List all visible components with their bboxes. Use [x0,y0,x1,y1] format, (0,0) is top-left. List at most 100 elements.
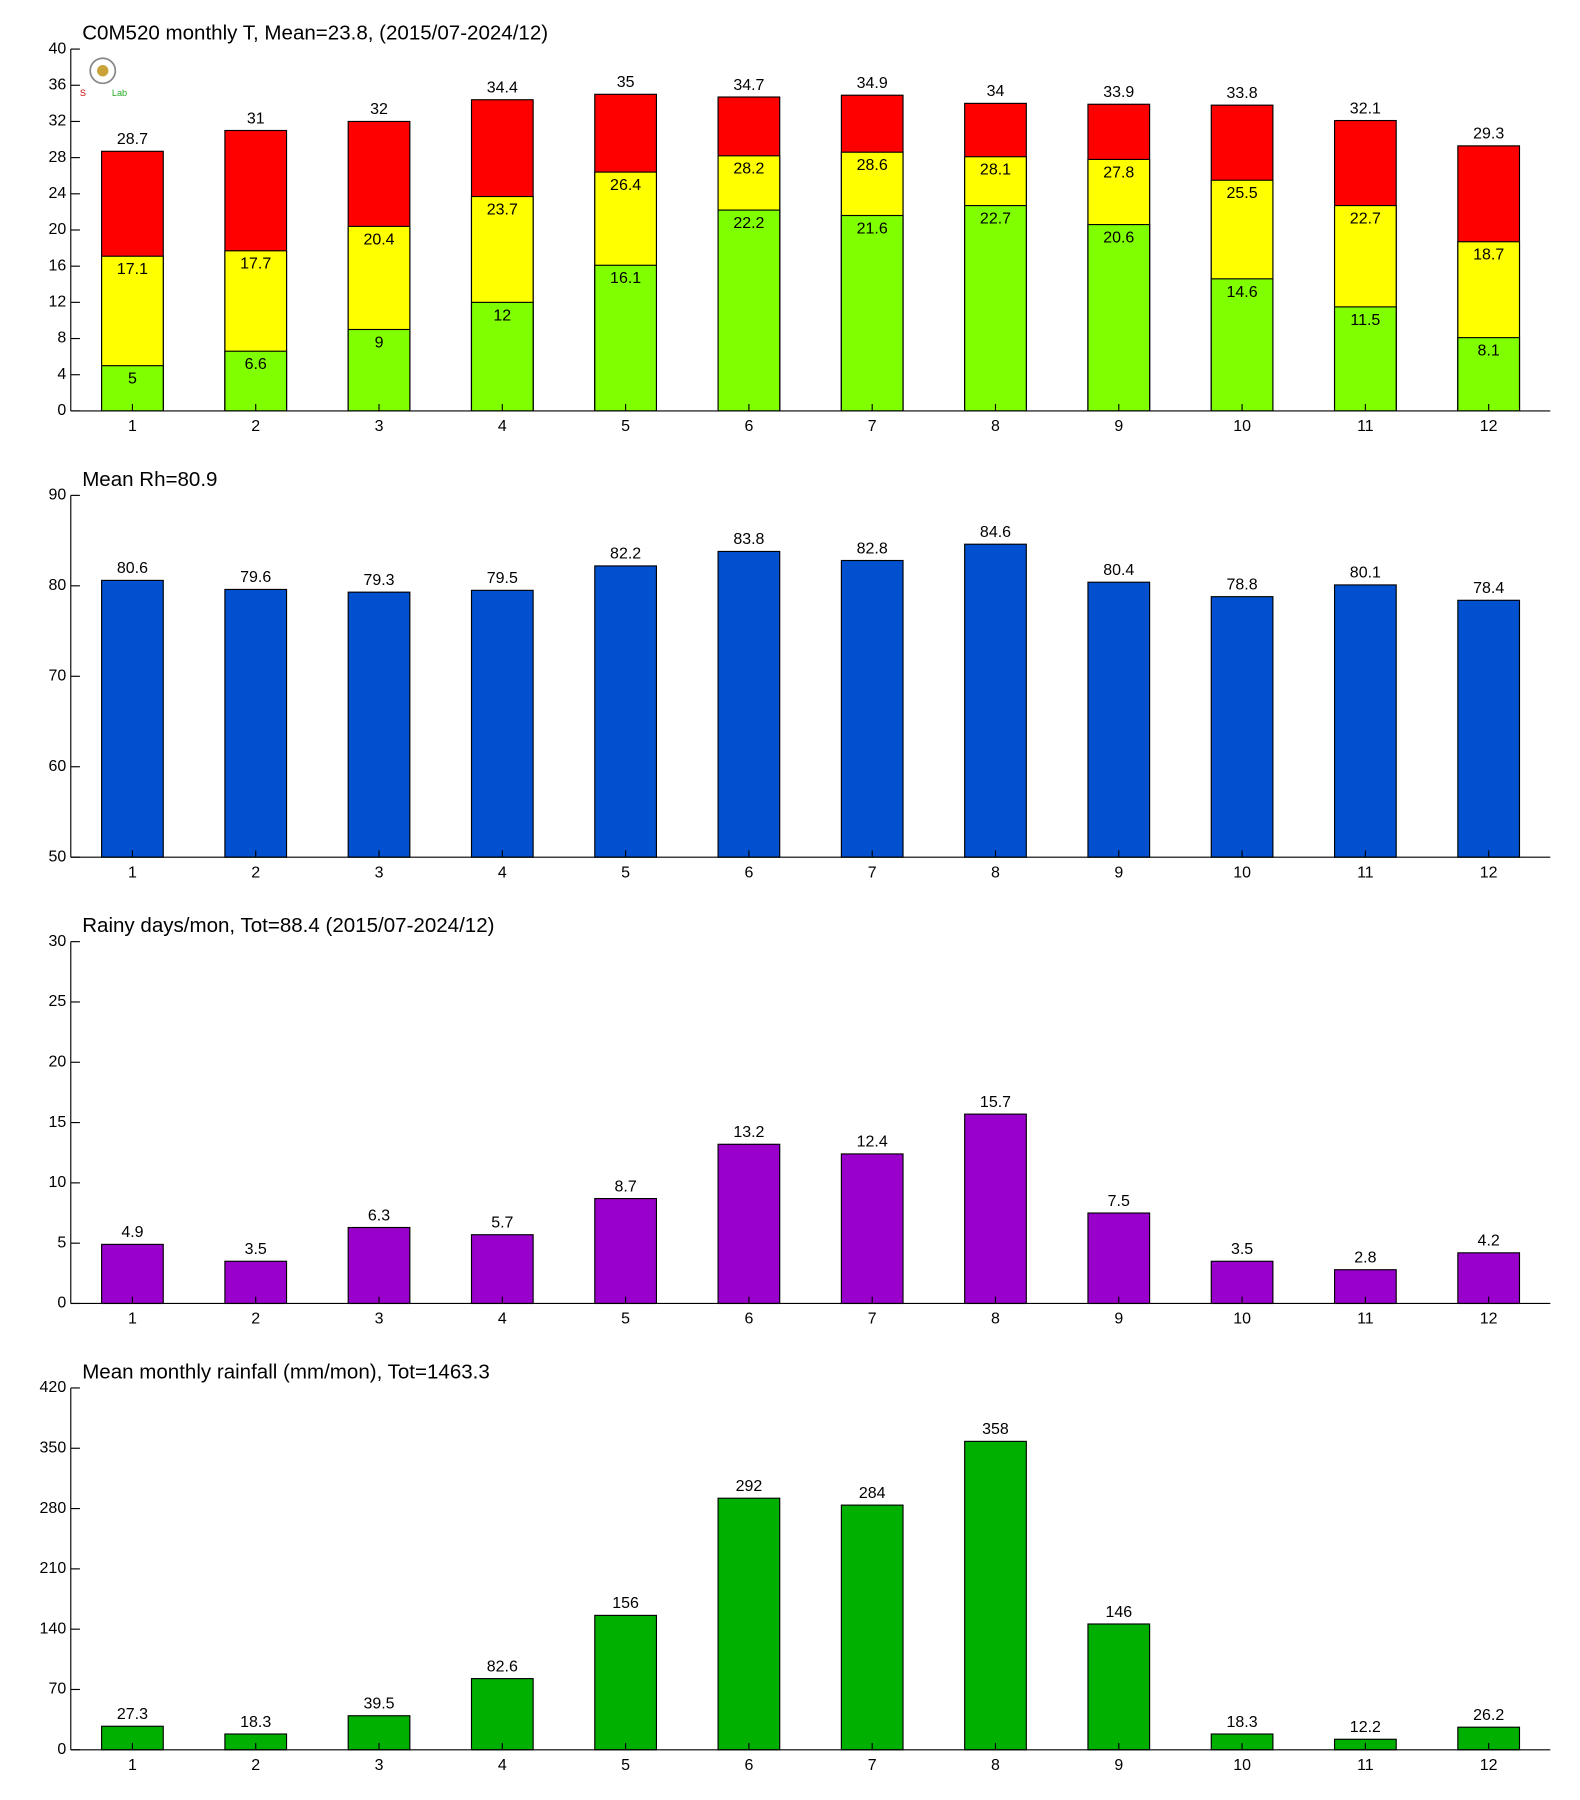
y-tick-label: 50 [48,848,66,865]
x-tick-label: 10 [1233,1757,1251,1774]
bar [840,1153,904,1305]
value-label: 80.6 [117,560,148,577]
x-tick-label: 7 [868,1311,877,1328]
bar [1087,581,1151,858]
x-tick-label: 2 [251,1757,260,1774]
x-tick-label: 4 [498,1757,507,1774]
bar [717,1143,781,1305]
value-label: 18.3 [240,1714,271,1731]
bar [347,591,411,858]
x-tick-label: 3 [375,1757,384,1774]
chart-title: Mean Rh=80.9 [82,468,217,491]
x-tick-label: 11 [1357,418,1374,435]
value-label: 17.1 [117,261,148,278]
value-label: 17.7 [240,256,271,273]
value-label: 32.1 [1350,100,1381,117]
bar [964,204,1027,412]
value-label: 11.5 [1350,312,1380,329]
x-tick-label: 5 [621,1757,630,1774]
value-label: 39.5 [363,1696,394,1713]
x-tick-label: 10 [1233,1311,1251,1328]
bar [1333,1269,1397,1305]
value-label: 284 [859,1485,886,1502]
bar [470,589,534,858]
value-label: 146 [1105,1604,1132,1621]
y-tick-label: 4 [57,366,66,383]
x-tick-label: 1 [128,1757,137,1774]
value-label: 26.4 [610,177,641,194]
bar [717,550,781,858]
value-label: 25.5 [1227,185,1258,202]
y-tick-label: 70 [48,1681,66,1698]
svg-text:Lab: Lab [112,88,127,98]
bar [1333,584,1397,858]
bar [594,264,658,412]
chart-title: C0M520 monthly T, Mean=23.8, (2015/07-20… [82,22,548,45]
value-label: 34.7 [733,77,764,94]
value-label: 18.3 [1227,1714,1258,1731]
y-tick-label: 210 [40,1560,67,1577]
x-tick-label: 8 [991,418,1000,435]
value-label: 28.6 [857,157,888,174]
value-label: 20.4 [363,231,394,248]
x-tick-label: 5 [621,1311,630,1328]
y-tick-label: 70 [48,668,66,685]
value-label: 80.4 [1103,562,1134,579]
y-tick-label: 10 [48,1174,66,1191]
x-tick-label: 4 [498,418,507,435]
bar [1087,223,1151,412]
x-tick-label: 6 [744,864,753,881]
bar [717,1497,781,1751]
bar [470,301,534,412]
value-label: 33.8 [1227,85,1258,102]
value-label: 34 [987,83,1005,100]
value-label: 78.8 [1227,576,1258,593]
value-label: 5 [128,371,137,388]
value-label: 35 [617,74,635,91]
x-tick-label: 1 [128,418,137,435]
bar [1087,1623,1151,1751]
value-label: 9 [375,334,384,351]
x-tick-label: 8 [991,1757,1000,1774]
value-label: 79.6 [240,569,271,586]
x-tick-label: 12 [1480,418,1498,435]
x-tick-label: 10 [1233,418,1251,435]
bar [594,565,658,858]
bar [101,365,164,412]
y-tick-label: 32 [48,113,66,130]
x-tick-label: 6 [744,1311,753,1328]
value-label: 12.2 [1350,1719,1381,1736]
x-tick-label: 8 [991,1311,1000,1328]
bar [224,588,288,858]
value-label: 358 [982,1421,1009,1438]
value-label: 18.7 [1473,247,1504,264]
y-tick-label: 20 [48,1053,66,1070]
value-label: 8.1 [1478,343,1500,360]
value-label: 80.1 [1350,565,1381,582]
bar [840,1504,904,1751]
bar [1457,337,1521,412]
bar [594,1197,658,1305]
value-label: 3.5 [245,1241,267,1258]
y-tick-label: 25 [48,993,66,1010]
y-tick-label: 12 [48,294,66,311]
bar [1087,1212,1151,1305]
x-tick-label: 12 [1480,1311,1498,1328]
bar [224,350,288,412]
value-label: 79.3 [363,572,394,589]
y-tick-label: 16 [48,257,66,274]
y-tick-label: 0 [57,1295,66,1312]
y-tick-label: 20 [48,221,66,238]
value-label: 28.1 [980,162,1011,179]
value-label: 13.2 [733,1124,764,1141]
value-label: 27.3 [117,1706,148,1723]
value-label: 20.6 [1103,229,1134,246]
x-tick-label: 2 [251,1311,260,1328]
value-label: 2.8 [1354,1250,1376,1267]
value-label: 28.7 [117,131,148,148]
y-tick-label: 5 [57,1234,66,1251]
x-tick-label: 8 [991,864,1000,881]
value-label: 33.9 [1103,84,1134,101]
y-tick-label: 60 [48,758,66,775]
value-label: 8.7 [615,1178,637,1195]
